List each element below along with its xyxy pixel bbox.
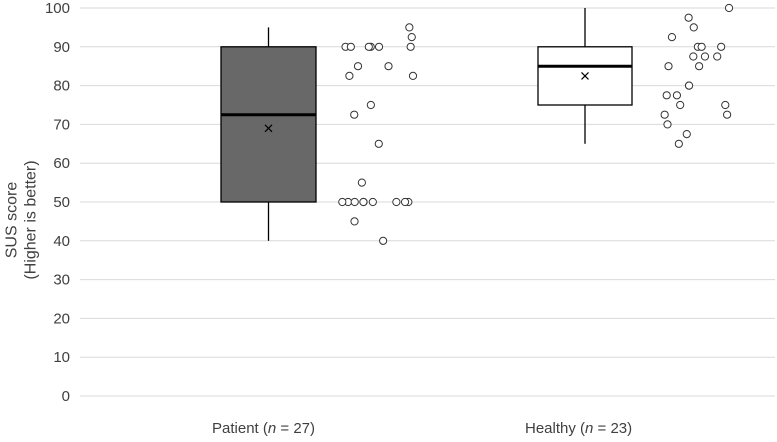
y-axis-title-line-2: (Higher is better) <box>23 160 40 280</box>
patient-point <box>345 71 354 81</box>
x-label-healthy-prefix: Healthy ( <box>525 420 586 437</box>
healthy-point <box>664 62 673 71</box>
patient-point <box>350 110 359 119</box>
healthy-point <box>663 120 672 129</box>
y-tick-label-40: 40 <box>53 233 70 250</box>
healthy-point <box>717 42 726 51</box>
x-label-patient-n: n <box>267 420 277 437</box>
gridlines <box>80 7 775 397</box>
x-label-patient-suffix: = 27) <box>276 420 315 437</box>
healthy-point <box>724 3 734 13</box>
y-tick-label-60: 60 <box>53 155 70 172</box>
patient-point <box>384 62 393 71</box>
patient-point <box>353 62 363 71</box>
x-label-patient-prefix: Patient ( <box>212 420 268 437</box>
healthy-point <box>723 110 732 119</box>
patient-mean-marker <box>264 124 273 133</box>
patient-point <box>364 42 373 51</box>
patient-point <box>374 139 383 148</box>
patient-point <box>366 100 375 110</box>
healthy-point <box>689 23 698 32</box>
x-label-healthy-n: n <box>585 420 594 437</box>
patient-point <box>374 42 384 51</box>
patient-point <box>405 23 414 32</box>
patient-point <box>407 33 416 42</box>
healthy-point <box>684 13 693 22</box>
patient-point <box>350 197 359 207</box>
patient-point <box>357 178 366 187</box>
y-tick-label-10: 10 <box>53 349 70 366</box>
patient-point <box>392 197 401 207</box>
patient-point <box>368 197 377 207</box>
patient-point <box>338 197 347 207</box>
healthy-point <box>721 100 730 110</box>
y-tick-label-30: 30 <box>53 272 70 289</box>
patient-point <box>400 197 410 207</box>
healthy-point <box>695 62 704 71</box>
y-tick-label-100: 100 <box>45 0 70 17</box>
healthy-point <box>667 33 677 42</box>
healthy-mean-marker <box>581 71 589 80</box>
y-axis-title: SUS score (Higher is better) <box>2 150 42 290</box>
y-axis-tick-labels: 0 10 20 30 40 50 60 70 80 90 100 <box>45 0 70 405</box>
patient-point <box>359 197 368 207</box>
healthy-point <box>674 139 683 148</box>
x-label-healthy: Healthy (n = 23) <box>525 420 632 437</box>
healthy-point <box>682 130 691 139</box>
x-label-healthy-suffix: = 23) <box>593 420 633 437</box>
y-tick-label-90: 90 <box>53 39 70 56</box>
healthy-point <box>697 42 706 51</box>
patient-point <box>408 71 418 81</box>
y-tick-label-20: 20 <box>53 310 70 327</box>
healthy-point <box>660 110 669 119</box>
patient-box <box>220 46 317 203</box>
patient-point <box>379 236 388 245</box>
healthy-point <box>700 52 710 61</box>
healthy-point <box>684 81 694 90</box>
healthy-point <box>662 91 671 100</box>
healthy-point <box>676 100 685 110</box>
healthy-point <box>689 52 698 61</box>
healthy-point <box>672 91 682 100</box>
y-tick-label-70: 70 <box>53 116 70 133</box>
y-axis-title-line-1: SUS score <box>4 181 21 259</box>
x-label-patient: Patient (n = 27) <box>212 420 315 437</box>
y-tick-label-80: 80 <box>53 78 70 95</box>
healthy-point <box>713 52 722 61</box>
box-plots <box>220 8 633 241</box>
y-tick-label-0: 0 <box>62 388 70 405</box>
patient-point <box>350 217 359 226</box>
patient-point <box>406 42 415 51</box>
patient-point <box>346 42 355 51</box>
y-tick-label-50: 50 <box>53 194 70 211</box>
data-points <box>338 3 734 245</box>
